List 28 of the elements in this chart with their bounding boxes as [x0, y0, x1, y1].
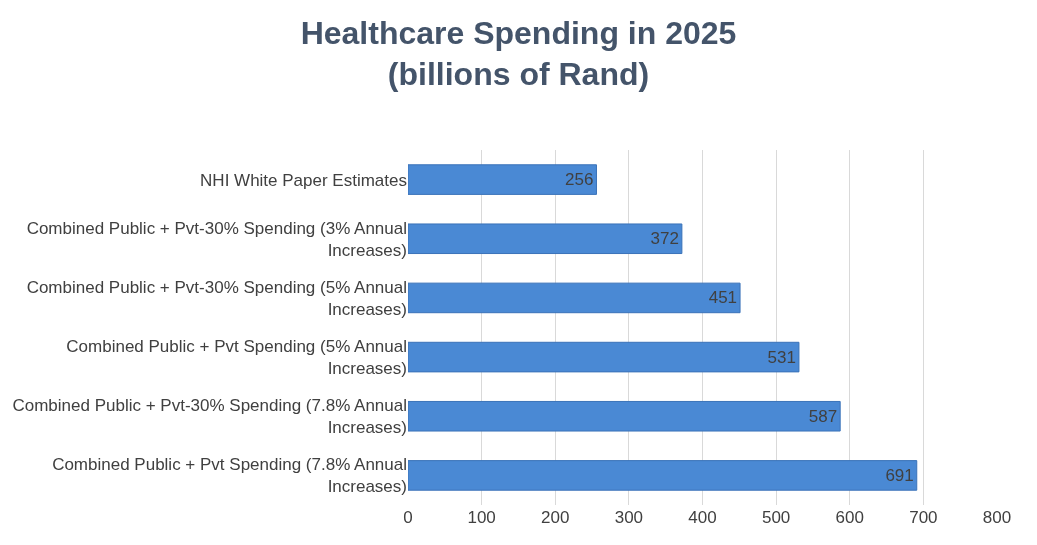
- bar: [408, 341, 800, 373]
- data-label: 531: [767, 347, 796, 367]
- x-tick-label: 300: [614, 508, 644, 527]
- chart-title: Healthcare Spending in 2025 (billions of Rand): [300, 14, 737, 93]
- bar: [408, 282, 741, 314]
- x-tick-label: 600: [835, 508, 864, 527]
- data-label: 451: [708, 288, 738, 308]
- data-label: 372: [650, 229, 679, 249]
- x-tick-label: 400: [688, 508, 717, 527]
- bar: [408, 460, 918, 491]
- x-tick-label: 700: [909, 508, 938, 527]
- bar: [408, 400, 841, 432]
- y-tick-label: NHI White Paper Estimates: [200, 170, 407, 190]
- data-label: 587: [808, 406, 838, 426]
- bar: [408, 164, 597, 195]
- x-tick-label: 800: [982, 508, 1012, 527]
- x-tick-label: 200: [541, 508, 570, 527]
- y-tick-label: Combined Public + Pvt Spending (5% Annual Increases): [66, 336, 407, 379]
- y-tick-label: Combined Public + Pvt Spending (7.8% Annual Increases): [52, 455, 407, 497]
- y-tick-label: Combined Public + Pvt-30% Spending (5% Annual Increases): [26, 277, 407, 319]
- bar: [408, 223, 683, 255]
- data-label: 691: [885, 465, 914, 485]
- y-tick-label: Combined Public + Pvt-30% Spending (3% Annual Increases): [26, 218, 407, 260]
- x-tick-label: 500: [761, 508, 791, 527]
- data-label: 256: [565, 170, 594, 190]
- x-tick-label: 100: [467, 508, 496, 527]
- y-tick-label: Combined Public + Pvt-30% Spending (7.8% Annual Increases): [12, 396, 407, 438]
- x-tick-label: 0: [403, 508, 413, 527]
